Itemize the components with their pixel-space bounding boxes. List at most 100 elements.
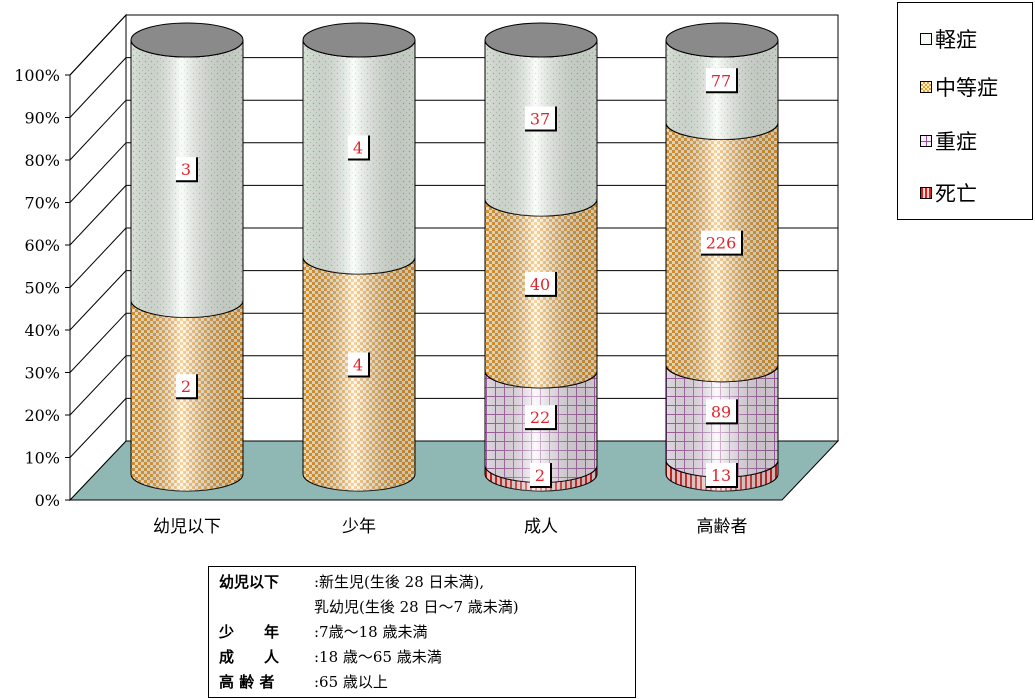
data-label-callout xyxy=(706,463,738,488)
note-def: :65 歳以上 xyxy=(314,673,388,691)
note-line: 高 齢 者 :65 歳以上 xyxy=(219,671,388,693)
bar-shading xyxy=(485,465,598,491)
data-label-text: 37 xyxy=(530,109,550,128)
data-label: 2 xyxy=(530,463,552,488)
data-label-callout xyxy=(176,157,198,183)
data-label-bg xyxy=(706,399,738,424)
gridline xyxy=(69,99,127,161)
data-label-bg xyxy=(530,463,552,487)
y-tick-label: 70% xyxy=(24,194,60,213)
x-axis: 幼児以下 少年 成人 高齢者 xyxy=(153,517,748,537)
note-term: 幼児以下 xyxy=(219,573,280,591)
data-label: 226 xyxy=(701,230,743,256)
data-label-text: 226 xyxy=(706,234,737,253)
legend-item-moderate: 中等症 xyxy=(920,74,998,102)
data-label-text: 3 xyxy=(181,160,191,179)
data-label-callout xyxy=(706,399,738,425)
data-label-bg xyxy=(706,463,738,487)
y-tick-label: 30% xyxy=(24,364,60,383)
chart-area: 0%10%20%30%40%50%60%70%80%90%100% 234422… xyxy=(14,13,840,537)
legend-swatch-stripe-icon xyxy=(920,187,932,199)
note-line: 乳幼児(生後 28 日〜7 歳未満) xyxy=(219,596,519,618)
data-label-callout xyxy=(706,68,738,94)
y-axis: 0% 10% 20% 30% 40% 50% 60% 70% 80% 90% 100% xyxy=(14,66,70,510)
y-tick-label: 20% xyxy=(24,406,60,425)
legend-swatch-light-icon xyxy=(920,33,932,45)
category-definitions: 幼児以下:新生児(生後 28 日未満), 乳幼児(生後 28 日〜7 歳未満) … xyxy=(208,566,636,698)
gridline xyxy=(69,355,127,416)
y-tick-label: 0% xyxy=(35,491,60,510)
cylinder: 13 89 226 77 xyxy=(665,22,779,492)
gridline xyxy=(69,14,127,76)
data-label-text: 4 xyxy=(353,356,363,375)
y-tick-label: 80% xyxy=(24,151,60,170)
data-label-text: 2 xyxy=(535,466,545,485)
note-def: :新生児(生後 28 日未満), xyxy=(314,573,485,591)
legend-swatch-checker-icon xyxy=(920,81,932,93)
data-label-text: 89 xyxy=(711,402,731,421)
data-label-callout xyxy=(525,106,557,132)
legend-label: 重症 xyxy=(935,130,977,154)
gridline xyxy=(69,398,127,458)
note-line: 成 人 :18 歳〜65 歳未満 xyxy=(219,646,442,668)
x-category-label: 幼児以下 xyxy=(153,517,221,537)
gridline xyxy=(69,185,127,246)
x-category-label: 高齢者 xyxy=(697,517,748,537)
data-label-text: 4 xyxy=(353,139,363,158)
legend-label: 死亡 xyxy=(935,182,977,206)
data-label-callout xyxy=(525,271,557,297)
legend-item-mild: 軽症 xyxy=(920,26,977,54)
legend-item-severe: 重症 xyxy=(920,128,977,156)
gridline xyxy=(69,142,127,203)
y-tick-label: 100% xyxy=(14,66,60,85)
data-label: 4 xyxy=(348,352,370,378)
gridline xyxy=(69,227,127,288)
gridline xyxy=(69,57,127,118)
data-label-bg xyxy=(348,352,370,377)
note-term: 少 年 xyxy=(219,623,280,641)
note-def: :18 歳〜65 歳未満 xyxy=(314,648,442,666)
data-label-bg xyxy=(525,106,557,131)
data-label-text: 77 xyxy=(711,71,731,90)
data-label-callout xyxy=(701,230,743,256)
data-label-callout xyxy=(530,463,552,488)
cylinder: 44 xyxy=(302,22,416,492)
data-label-text: 2 xyxy=(181,377,191,396)
y-tick-label: 40% xyxy=(24,321,60,340)
note-line: 幼児以下 :新生児(生後 28 日未満), xyxy=(219,571,484,593)
data-label: 37 xyxy=(525,106,557,132)
legend: 軽症 中等症 重症 死亡 xyxy=(897,2,1033,220)
data-label-callout xyxy=(348,135,370,161)
cylinder-top xyxy=(130,22,244,58)
data-label: 77 xyxy=(706,68,738,94)
x-category-label: 少年 xyxy=(342,517,376,537)
note-term: 成 人 xyxy=(219,648,280,666)
data-label-callout xyxy=(348,352,370,378)
gridline xyxy=(69,270,127,331)
data-label: 40 xyxy=(525,271,557,297)
data-label-bg xyxy=(701,230,743,255)
data-label-text: 22 xyxy=(530,408,550,427)
legend-label: 軽症 xyxy=(935,28,977,52)
data-label: 3 xyxy=(176,157,198,183)
gridline xyxy=(69,312,127,373)
bar-shading xyxy=(666,460,778,491)
note-term: 高 齢 者 xyxy=(219,673,275,691)
y-tick-label: 60% xyxy=(24,236,60,255)
note-def: :7歳〜18 歳未満 xyxy=(314,623,428,641)
legend-item-death: 死亡 xyxy=(920,180,977,208)
data-label-callout xyxy=(176,374,198,400)
data-label-bg xyxy=(525,271,557,296)
data-label-bg xyxy=(176,157,198,182)
x-category-label: 成人 xyxy=(524,517,558,537)
data-label: 13 xyxy=(706,463,738,488)
legend-swatch-grid-icon xyxy=(920,135,932,147)
data-label: 22 xyxy=(525,405,557,431)
data-label-bg xyxy=(176,374,198,399)
cylinder: 23 xyxy=(130,22,244,492)
legend-label: 中等症 xyxy=(935,76,998,100)
data-label-bg xyxy=(706,68,738,93)
cylinder-top xyxy=(484,22,598,58)
